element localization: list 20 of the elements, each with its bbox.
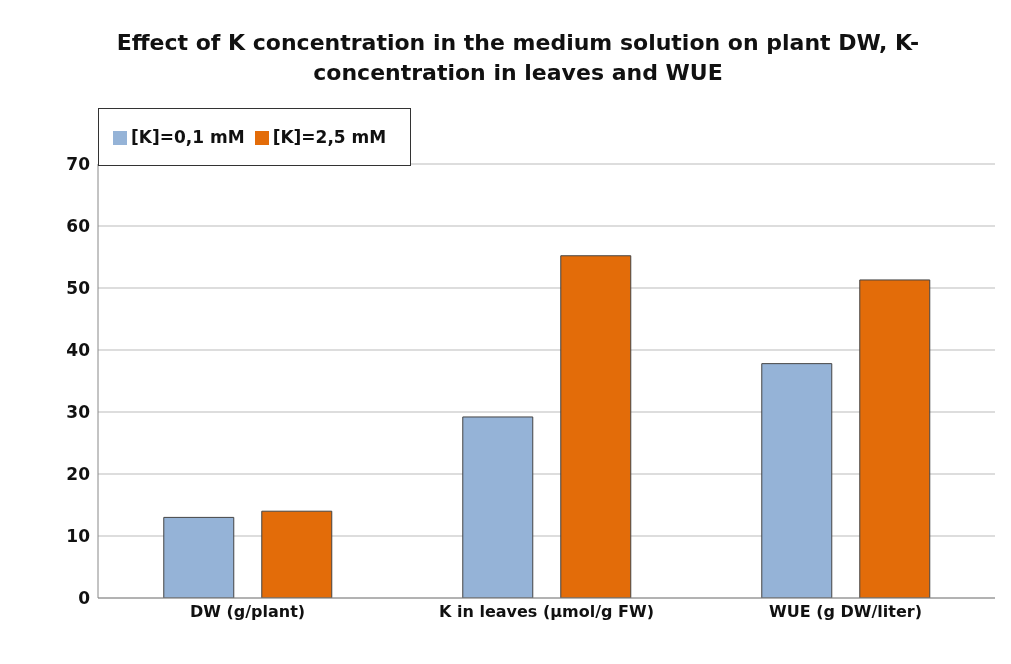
- x-tick-label: K in leaves (µmol/g FW): [439, 602, 654, 622]
- x-tick-label: WUE (g DW/liter): [769, 602, 922, 622]
- bar: [163, 516, 235, 598]
- legend-label: [K]=0,1 mM: [131, 127, 245, 147]
- legend-label: [K]=2,5 mM: [272, 127, 387, 147]
- bar: [462, 416, 534, 598]
- x-tick-label: DW (g/plant): [189, 602, 306, 622]
- bar: [560, 255, 632, 598]
- y-tick-label: 60: [66, 216, 91, 237]
- bar: [859, 279, 931, 598]
- y-tick-label: 70: [66, 154, 91, 175]
- y-tick-label: 10: [66, 526, 91, 547]
- y-tick-label: 30: [66, 402, 91, 423]
- y-tick-label: 0: [78, 588, 91, 609]
- y-tick-label: 20: [66, 464, 91, 485]
- bar: [261, 510, 333, 598]
- y-tick-label: 50: [66, 278, 91, 299]
- bar: [761, 363, 833, 598]
- chart-title: Effect of K concentration in the medium solution on plant DW, K-concentration in leaves and WUE: [115, 29, 921, 87]
- y-tick-label: 40: [66, 340, 91, 361]
